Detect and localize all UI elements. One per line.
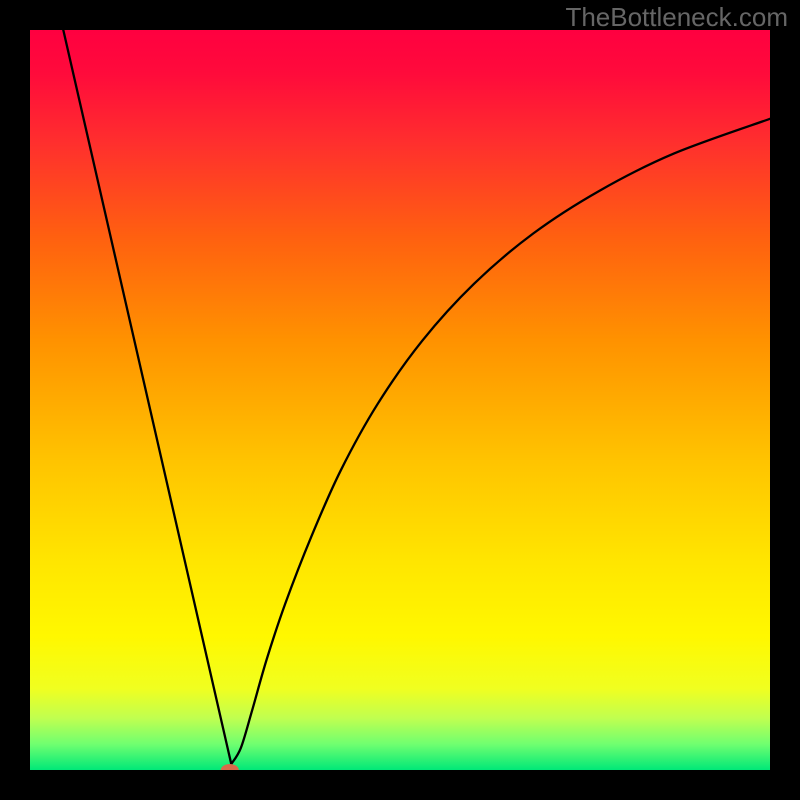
watermark-text: TheBottleneck.com [565, 2, 788, 33]
plot-background [30, 30, 770, 770]
bottleneck-chart [0, 0, 800, 800]
chart-container: TheBottleneck.com [0, 0, 800, 800]
